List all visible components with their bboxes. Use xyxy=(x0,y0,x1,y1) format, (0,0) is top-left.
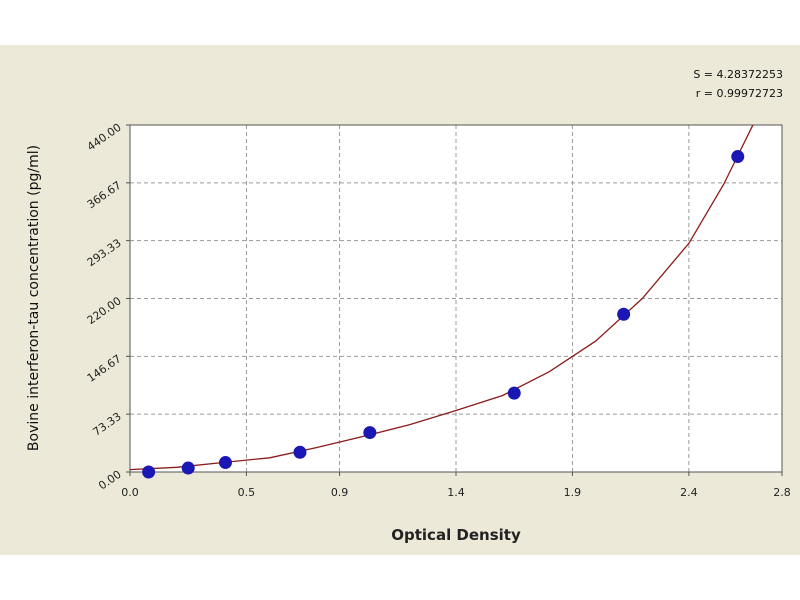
chart-frame: 0.0 0.5 0.9 1.4 1.9 2.4 2.8 0.00 73.33 146.67 220… xyxy=(0,45,800,555)
x-tick-label: 0.5 xyxy=(238,486,256,499)
x-tick-label: 2.4 xyxy=(680,486,698,499)
chart: 0.0 0.5 0.9 1.4 1.9 2.4 2.8 0.00 73.33 146.67 220… xyxy=(26,68,791,544)
data-point xyxy=(617,307,631,321)
data-point xyxy=(731,150,745,164)
data-point xyxy=(218,456,232,470)
stat-s-value: S = 4.28372253 xyxy=(693,68,783,81)
x-axis-label: Optical Density xyxy=(391,526,521,544)
fitted-curve xyxy=(130,125,754,471)
data-point xyxy=(181,461,195,475)
y-tick-label: 73.33 xyxy=(90,410,123,439)
x-tick-label: 1.4 xyxy=(447,486,465,499)
stat-r-value: r = 0.99972723 xyxy=(696,87,783,100)
y-axis-ticks: 0.00 73.33 146.67 220.00 293.33 366.67 440.00 xyxy=(85,121,130,493)
fitted-curve-layer xyxy=(130,125,754,471)
y-tick-label: 146.67 xyxy=(85,352,124,385)
data-points xyxy=(142,150,745,479)
y-tick-label: 0.00 xyxy=(96,468,124,493)
grid xyxy=(130,125,782,472)
y-tick-label: 366.67 xyxy=(85,179,124,212)
y-axis-label: Bovine interferon-tau concentration (pg/… xyxy=(26,145,42,451)
x-tick-label: 0.0 xyxy=(121,486,139,499)
data-point xyxy=(293,445,307,459)
x-axis-ticks: 0.0 0.5 0.9 1.4 1.9 2.4 2.8 xyxy=(121,472,791,499)
data-point xyxy=(363,426,377,440)
x-tick-label: 2.8 xyxy=(773,486,791,499)
x-tick-label: 1.9 xyxy=(564,486,582,499)
x-tick-label: 0.9 xyxy=(331,486,349,499)
y-tick-label: 293.33 xyxy=(85,236,124,269)
data-point xyxy=(142,465,156,479)
y-tick-label: 440.00 xyxy=(85,121,124,154)
y-tick-label: 220.00 xyxy=(85,294,124,327)
data-point xyxy=(507,386,521,400)
